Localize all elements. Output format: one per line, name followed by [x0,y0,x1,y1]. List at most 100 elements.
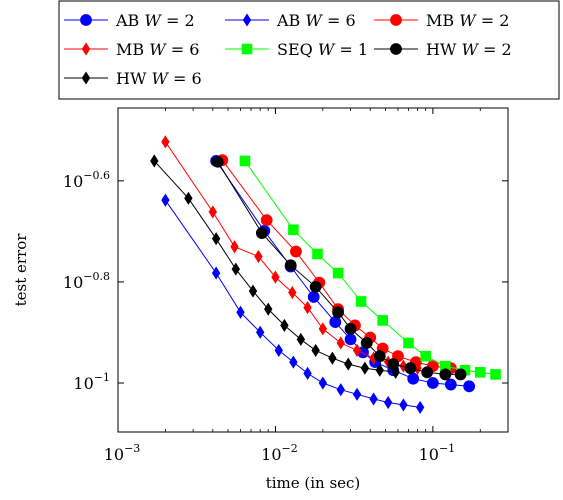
data-point-hw-w6 [248,284,258,298]
data-point-mb-w2 [290,245,302,258]
data-point-ab-w6 [255,325,265,339]
data-point-hw-w2 [439,368,452,381]
legend-label: MB W = 6 [116,40,199,59]
data-point-hw-w2 [373,350,386,363]
data-point-hw-w6 [311,343,320,357]
data-point-ab-w6 [383,395,393,410]
data-point-mb-w6 [230,240,239,254]
legend-entry-mb-w2: MB W = 2 [374,11,509,30]
data-point-ab-w6 [211,266,221,280]
data-point-mb-w2 [260,214,273,227]
legend-entry-hw-w6: HW W = 6 [64,69,202,88]
data-point-hw-w2 [421,366,434,379]
y-tick-label: 10−1 [73,371,110,393]
data-point-ab-w6 [336,383,345,397]
data-point-hw-w2 [404,362,417,375]
legend: AB W = 2 AB W = 6 MB W = 2 MB W = 6 SEQ W = … [58,0,560,100]
legend-box [58,0,560,100]
data-point-hw-w6 [344,357,353,371]
legend-entry-mb-w6: MB W = 6 [64,40,199,59]
axis-ticks: 10−3 10−2 10−1 10−0.6 10−0.8 10−1 [63,108,508,464]
data-point-mb-w6 [254,249,263,263]
data-point-seq-w1 [377,315,388,326]
data-point-ab-w2 [444,378,457,391]
legend-marker [390,14,402,26]
data-point-ab-w6 [369,392,378,406]
series-hw-w6 [150,154,400,379]
data-point-mb-w6 [303,301,312,315]
legend-marker [241,43,253,55]
legend-entry-ab-w2: AB W = 2 [64,11,195,30]
data-point-ab-w6 [318,376,328,390]
data-point-mb-w6 [161,135,170,149]
data-point-seq-w1 [420,350,431,362]
data-point-seq-w1 [474,367,486,378]
data-point-seq-w1 [312,248,323,260]
series-seq-w1 [239,155,501,380]
data-point-ab-w6 [415,400,425,414]
data-point-seq-w1 [355,296,367,307]
data-point-ab-w6 [161,193,170,207]
data-point-ab-w6 [352,387,362,401]
data-point-seq-w1 [490,369,501,380]
series-mb-w2 [216,154,457,375]
data-point-hw-w6 [184,191,193,205]
data-point-seq-w1 [403,337,414,349]
data-point-seq-w1 [332,267,344,279]
x-tick-label: 10−2 [261,442,298,464]
data-point-hw-w2 [360,337,373,349]
legend-entry-seq-w1: SEQ W = 1 [225,40,368,59]
data-point-ab-w2 [407,372,420,385]
data-point-mb-w6 [352,343,362,357]
data-point-hw-w6 [391,365,400,379]
series-line-mb-w2 [221,159,451,369]
y-tick-label: 10−0.6 [63,169,110,191]
data-point-seq-w1 [239,155,251,167]
data-point-ab-w2 [329,316,342,328]
data-point-ab-w6 [303,366,312,380]
data-point-hw-w6 [211,232,221,246]
x-tick-label: 10−3 [104,442,141,464]
data-point-hw-w6 [150,154,159,168]
legend-entry-hw-w2: HW W = 2 [374,40,512,59]
data-point-mb-w6 [208,205,217,219]
data-point-ab-w2 [463,380,476,393]
data-point-mb-w6 [288,285,297,300]
legend-marker [242,13,252,27]
data-point-hw-w6 [231,262,240,276]
data-point-seq-w1 [288,224,299,236]
data-point-ab-w2 [344,333,357,346]
legend-label: MB W = 2 [426,11,509,30]
data-point-hw-w6 [375,363,384,377]
data-point-hw-w6 [360,361,370,375]
data-point-ab-w6 [399,398,408,412]
legend-marker [81,71,91,85]
legend-marker [80,14,92,26]
data-point-ab-w2 [426,377,439,389]
plot-series [150,135,501,414]
legend-label: HW W = 6 [116,69,202,88]
data-point-hw-w2 [454,368,467,381]
data-point-hw-w2 [309,280,322,293]
data-point-mb-w6 [336,336,345,350]
data-point-hw-w2 [344,322,357,335]
x-axis-title: time (in sec) [266,474,361,492]
data-point-mb-w6 [318,322,328,336]
data-point-ab-w6 [289,355,298,369]
legend-label: SEQ W = 1 [277,40,368,59]
data-point-hw-w2 [255,227,268,239]
legend-marker [81,42,91,56]
legend-label: AB W = 2 [115,11,195,30]
data-point-hw-w6 [264,302,273,316]
data-point-ab-w6 [236,305,245,319]
legend-marker [390,43,402,55]
data-point-hw-w2 [387,358,400,370]
legend-entry-ab-w6: AB W = 6 [225,11,356,30]
y-axis-title: test error [12,233,30,307]
data-point-hw-w6 [296,332,306,346]
data-point-hw-w2 [284,259,297,272]
data-point-hw-w6 [280,318,289,332]
y-tick-label: 10−0.8 [63,270,110,292]
